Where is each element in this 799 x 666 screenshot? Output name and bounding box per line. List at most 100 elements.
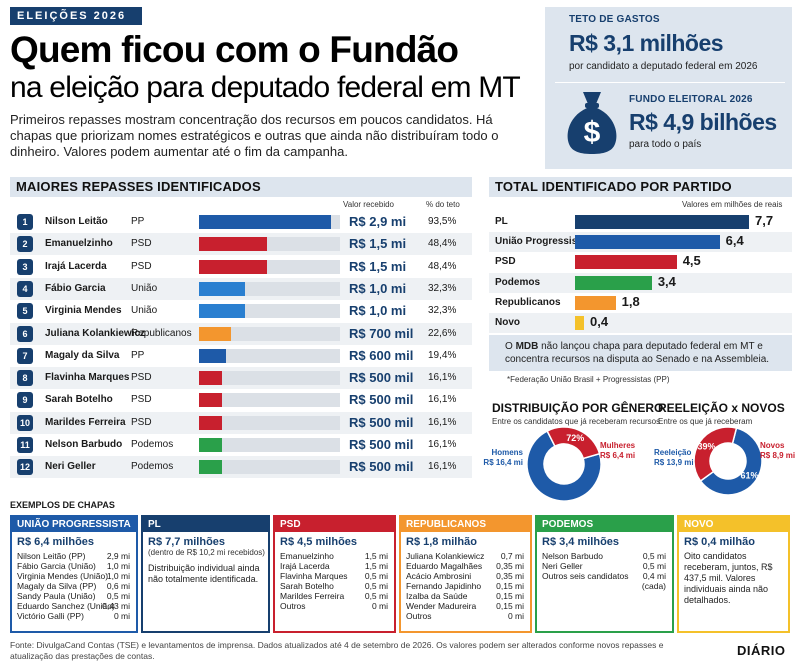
candidate-party: Podemos	[131, 461, 174, 473]
ranking-row: 10 Marildes Ferreira PSD R$ 500 mil 16,1%	[10, 411, 472, 434]
percent-of-cap: 19,4%	[428, 349, 457, 361]
candidate-line-value: 1,5 mi	[364, 561, 388, 571]
bar-fill	[199, 304, 245, 319]
candidate-line-name: Outros	[280, 601, 306, 611]
candidate-line: Sarah Botelho 0,5 mi	[275, 581, 394, 591]
edition-tag: ELEIÇÕES 2026	[10, 7, 142, 25]
rank-badge: 2	[17, 236, 33, 253]
candidate-line-value: (cada)	[641, 581, 666, 591]
candidate-line: Marildes Ferreira 0,5 mi	[275, 591, 394, 601]
bar-track	[199, 304, 340, 319]
ranking-row: 7 Magaly da Silva PP R$ 600 mil 19,4%	[10, 345, 472, 367]
candidate-line-name: Sandy Paula (União)	[17, 591, 96, 601]
ranking-row: 6 Juliana Kolankiewicz Republicanos R$ 700 …	[10, 322, 472, 345]
candidate-line-value: 1,5 mi	[364, 551, 388, 561]
percent-of-cap: 32,3%	[428, 305, 457, 317]
party-value-label: 6,4	[725, 233, 744, 249]
spending-cap-note: por candidato a deputado federal em 2026	[569, 61, 758, 72]
percent-of-cap: 93,5%	[428, 216, 457, 227]
donut-pct-label: 39%	[697, 441, 715, 451]
candidate-line: Virginia Mendes (União) 1,0 mi	[12, 571, 136, 581]
party-label: Podemos	[495, 276, 541, 288]
ranking-row: 4 Fábio Garcia União R$ 1,0 mi 32,3%	[10, 277, 472, 300]
col-pct-header: % do teto	[426, 200, 460, 209]
party-box-novo: NOVO R$ 0,4 milhão Oito candidatos receber…	[677, 515, 790, 633]
mdb-note: O MDB não lançou chapa para deputado fed…	[489, 335, 792, 371]
rank-badge: 8	[17, 370, 33, 387]
candidate-line-value: 0,15 mi	[496, 591, 524, 601]
bar-track	[199, 393, 340, 408]
party-box-note: Oito candidatos receberam, juntos, R$ 43…	[684, 551, 773, 605]
candidate-line-value: 0,6 mi	[106, 581, 130, 591]
candidate-line-name: Outros seis candidatos	[542, 571, 629, 581]
candidate-line-name: Eduardo Sanchez (União)	[17, 601, 115, 611]
candidate-line-name: Wender Madureira	[406, 601, 477, 611]
col-value-header: Valor recebido	[343, 200, 394, 209]
bar-track	[199, 371, 340, 386]
candidate-name: Juliana Kolankiewicz	[45, 327, 146, 339]
party-value-label: 4,5	[682, 253, 701, 269]
reelection-label: Reeleição R$ 13,9 mi	[654, 448, 694, 467]
candidate-line: Outros 0 mi	[275, 601, 394, 611]
candidate-line: Outros 0 mi	[401, 611, 530, 621]
party-row: Republicanos 1,8	[489, 293, 792, 313]
source-note: Fonte: DivulgaCand Contas (TSE) e levant…	[10, 640, 664, 661]
percent-of-cap: 48,4%	[428, 260, 457, 272]
party-box-total: R$ 1,8 milhão	[406, 536, 477, 548]
party-box-total: R$ 6,4 milhões	[17, 536, 95, 548]
party-box-header: NOVO	[679, 517, 788, 532]
bar-fill	[199, 215, 331, 229]
candidate-line-value: 0,15 mi	[496, 601, 524, 611]
rank-badge: 5	[17, 303, 33, 320]
candidate-name: Marildes Ferreira	[45, 416, 126, 428]
amount-received: R$ 500 mil	[349, 414, 414, 430]
bar-fill	[199, 348, 227, 363]
percent-of-cap: 32,3%	[428, 282, 457, 294]
candidate-line-value: 1,0 mi	[106, 561, 130, 571]
gender-women-label: Mulheres R$ 6,4 mi	[600, 441, 636, 460]
party-box-uniao: UNIÃO PROGRESSISTA R$ 6,4 milhões Nilson L…	[10, 515, 138, 633]
spending-cap-label: TETO DE GASTOS	[569, 14, 660, 25]
party-label: Novo	[495, 317, 520, 328]
donut-pct-label: 61%	[740, 471, 758, 481]
new-candidates-label: Novos R$ 8,9 mi	[760, 441, 796, 460]
candidate-line: Wender Madureira 0,15 mi	[401, 601, 530, 611]
party-value-label: 3,4	[657, 273, 676, 289]
party-bar	[575, 275, 652, 290]
candidate-party: PP	[131, 349, 145, 361]
donut-slice-1	[546, 426, 601, 460]
party-value-label: 7,7	[755, 213, 774, 228]
spending-cap-value: R$ 3,1 milhões	[569, 30, 724, 56]
candidate-party: Republicanos	[131, 327, 192, 339]
percent-of-cap: 22,6%	[428, 327, 457, 339]
amount-received: R$ 1,5 mi	[349, 258, 407, 274]
candidate-line-name: Nelson Barbudo	[542, 551, 603, 561]
amount-received: R$ 500 mil	[349, 392, 414, 408]
rank-badge: 9	[17, 392, 33, 409]
candidate-line-name: Fernando Japidinho	[406, 581, 482, 591]
party-box-note: Distribuição individual ainda não totalm…	[148, 563, 260, 584]
bar-track	[199, 460, 340, 475]
bar-track	[199, 237, 340, 252]
ranking-row: 2 Emanuelzinho PSD R$ 1,5 mi 48,4%	[10, 233, 472, 256]
gender-donut: 72%	[526, 426, 602, 502]
party-box-pl: PL R$ 7,7 milhões (dentro de R$ 10,2 mi re…	[141, 515, 270, 633]
bar-fill	[199, 237, 268, 252]
amount-received: R$ 500 mil	[349, 437, 414, 452]
candidate-name: Fábio Garcia	[45, 282, 106, 294]
candidate-name: Nelson Barbudo	[45, 439, 123, 450]
candidate-line-value: 0,5 mi	[642, 561, 666, 571]
candidate-party: PSD	[131, 260, 152, 272]
candidate-line-name: Izalba da Saúde	[406, 591, 468, 601]
gender-chart-title: DISTRIBUIÇÃO POR GÊNERO	[492, 401, 664, 415]
amount-received: R$ 600 mil	[349, 347, 414, 363]
percent-of-cap: 16,1%	[428, 461, 457, 473]
candidate-line: Fernando Japidinho 0,15 mi	[401, 581, 530, 591]
donut-slice-0	[526, 430, 602, 502]
candidate-line-value: 0,5 mi	[364, 571, 388, 581]
amount-received: R$ 1,0 mi	[349, 303, 407, 319]
ranking-row: 12 Neri Geller Podemos R$ 500 mil 16,1%	[10, 456, 472, 479]
candidate-line-name: Acácio Ambrosini	[406, 571, 472, 581]
party-chart-title: TOTAL IDENTIFICADO POR PARTIDO	[489, 177, 792, 197]
candidate-line-name: Victório Galli (PP)	[17, 611, 84, 621]
